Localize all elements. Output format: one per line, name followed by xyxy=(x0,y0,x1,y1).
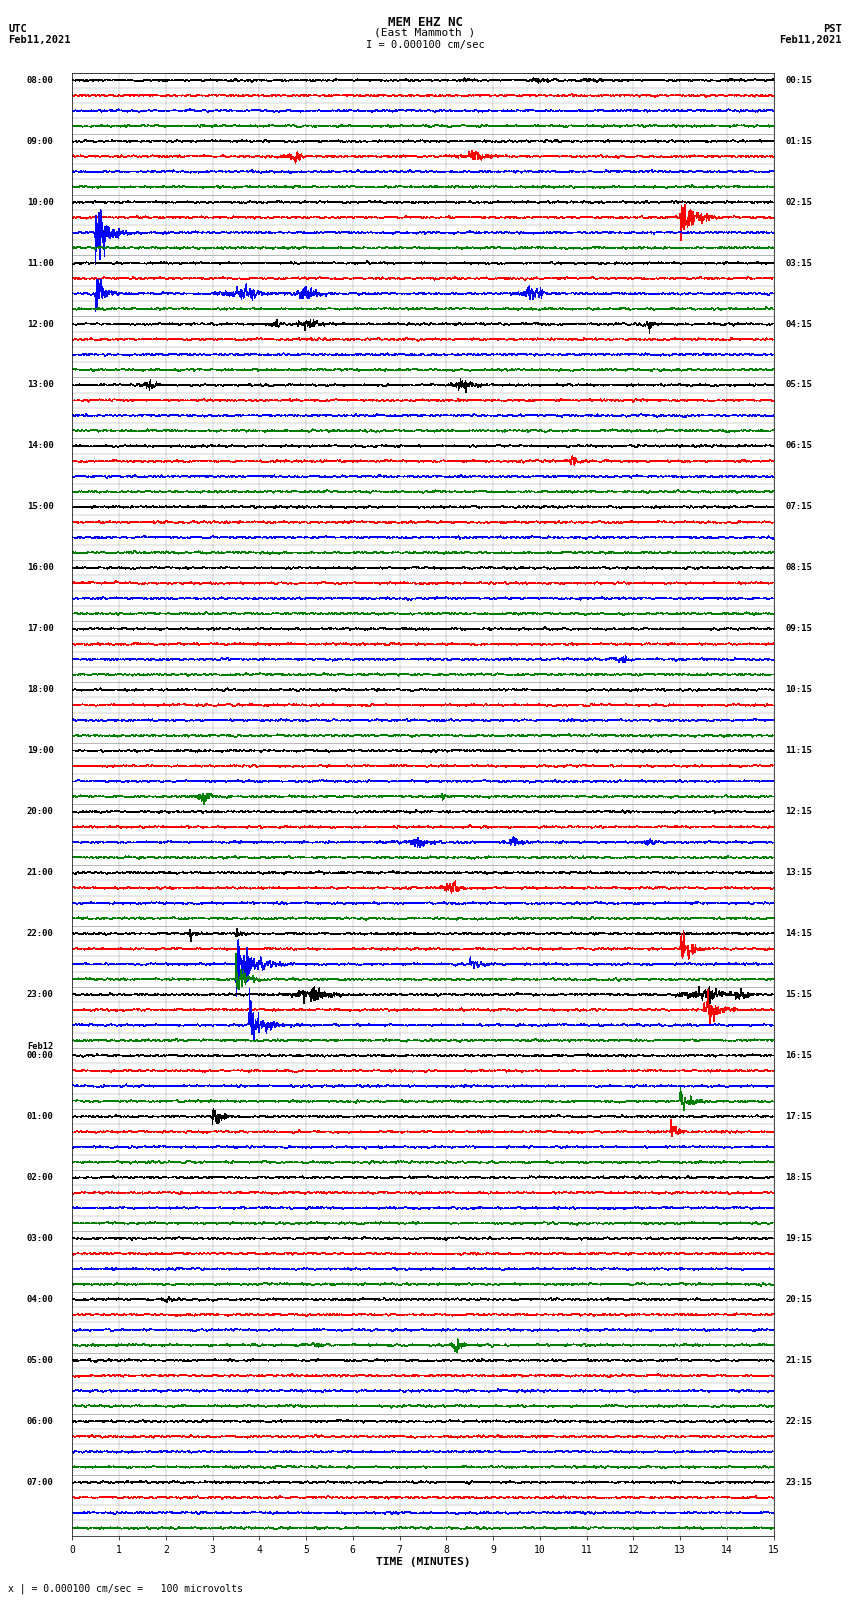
Text: 21:15: 21:15 xyxy=(785,1357,812,1365)
Text: 23:15: 23:15 xyxy=(785,1478,812,1487)
Text: 15:00: 15:00 xyxy=(26,502,54,511)
Text: 10:00: 10:00 xyxy=(26,198,54,206)
Text: 19:00: 19:00 xyxy=(26,747,54,755)
Text: 16:00: 16:00 xyxy=(26,563,54,573)
Text: x | = 0.000100 cm/sec =   100 microvolts: x | = 0.000100 cm/sec = 100 microvolts xyxy=(8,1582,243,1594)
Text: 08:00: 08:00 xyxy=(26,76,54,85)
Text: 05:00: 05:00 xyxy=(26,1357,54,1365)
Text: 09:00: 09:00 xyxy=(26,137,54,145)
Text: 04:15: 04:15 xyxy=(785,319,812,329)
Text: 09:15: 09:15 xyxy=(785,624,812,634)
Text: 02:00: 02:00 xyxy=(26,1173,54,1182)
Text: Feb12: Feb12 xyxy=(27,1042,54,1052)
Text: 19:15: 19:15 xyxy=(785,1234,812,1244)
Text: 15:15: 15:15 xyxy=(785,990,812,998)
X-axis label: TIME (MINUTES): TIME (MINUTES) xyxy=(376,1558,470,1568)
Text: 10:15: 10:15 xyxy=(785,686,812,694)
Text: (East Mammoth ): (East Mammoth ) xyxy=(374,27,476,37)
Text: 01:15: 01:15 xyxy=(785,137,812,145)
Text: 20:00: 20:00 xyxy=(26,806,54,816)
Text: 03:00: 03:00 xyxy=(26,1234,54,1244)
Text: 13:15: 13:15 xyxy=(785,868,812,877)
Text: 22:00: 22:00 xyxy=(26,929,54,939)
Text: PST: PST xyxy=(823,24,842,34)
Text: MEM EHZ NC: MEM EHZ NC xyxy=(388,16,462,29)
Text: 07:15: 07:15 xyxy=(785,502,812,511)
Text: 23:00: 23:00 xyxy=(26,990,54,998)
Text: 14:15: 14:15 xyxy=(785,929,812,939)
Text: 12:15: 12:15 xyxy=(785,806,812,816)
Text: 07:00: 07:00 xyxy=(26,1478,54,1487)
Text: 16:15: 16:15 xyxy=(785,1052,812,1060)
Text: Feb11,2021: Feb11,2021 xyxy=(779,35,842,45)
Text: 21:00: 21:00 xyxy=(26,868,54,877)
Text: 08:15: 08:15 xyxy=(785,563,812,573)
Text: 11:15: 11:15 xyxy=(785,747,812,755)
Text: 00:15: 00:15 xyxy=(785,76,812,85)
Text: 17:15: 17:15 xyxy=(785,1111,812,1121)
Text: 18:00: 18:00 xyxy=(26,686,54,694)
Text: 14:00: 14:00 xyxy=(26,442,54,450)
Text: 05:15: 05:15 xyxy=(785,381,812,389)
Text: Feb11,2021: Feb11,2021 xyxy=(8,35,71,45)
Text: 18:15: 18:15 xyxy=(785,1173,812,1182)
Text: I = 0.000100 cm/sec: I = 0.000100 cm/sec xyxy=(366,40,484,50)
Text: 01:00: 01:00 xyxy=(26,1111,54,1121)
Text: 04:00: 04:00 xyxy=(26,1295,54,1303)
Text: UTC: UTC xyxy=(8,24,27,34)
Text: 12:00: 12:00 xyxy=(26,319,54,329)
Text: 00:00: 00:00 xyxy=(26,1052,54,1060)
Text: 06:00: 06:00 xyxy=(26,1416,54,1426)
Text: 22:15: 22:15 xyxy=(785,1416,812,1426)
Text: 11:00: 11:00 xyxy=(26,258,54,268)
Text: 17:00: 17:00 xyxy=(26,624,54,634)
Text: 20:15: 20:15 xyxy=(785,1295,812,1303)
Text: 13:00: 13:00 xyxy=(26,381,54,389)
Text: 06:15: 06:15 xyxy=(785,442,812,450)
Text: 03:15: 03:15 xyxy=(785,258,812,268)
Text: 02:15: 02:15 xyxy=(785,198,812,206)
